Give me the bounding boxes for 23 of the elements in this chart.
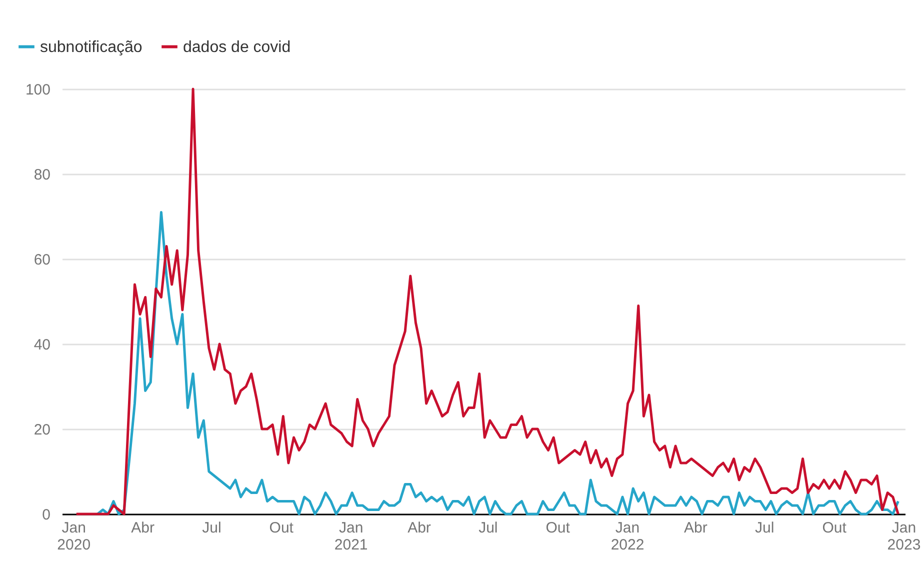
- x-tick-label: Jan 2023: [887, 520, 921, 554]
- y-tick-label: 0: [42, 506, 50, 524]
- x-tick-label: Jan 2021: [334, 520, 368, 554]
- y-tick-label: 60: [34, 252, 50, 268]
- x-tick-label: Abr: [131, 520, 154, 536]
- x-tick-label: Jul: [755, 520, 774, 536]
- x-tick-label: Jan 2020: [57, 520, 91, 554]
- y-tick-label: 20: [34, 422, 50, 438]
- y-tick-label: 80: [34, 166, 50, 184]
- x-tick-label: Out: [822, 520, 848, 536]
- x-tick-label: Abr: [408, 520, 431, 536]
- legend-label: subnotificação: [40, 38, 142, 56]
- x-tick-label: Jul: [478, 520, 498, 536]
- y-tick-label: 100: [25, 82, 50, 98]
- line-series: [96, 211, 900, 516]
- x-tick-label: Jul: [202, 520, 222, 536]
- legend-label: dados de covid: [183, 38, 291, 56]
- x-tick-label: Out: [546, 520, 571, 536]
- y-tick-label: 40: [34, 336, 50, 354]
- x-tick-label: Jan 2022: [610, 520, 644, 554]
- x-tick-label: Abr: [684, 520, 708, 536]
- x-tick-label: Out: [269, 520, 294, 536]
- line-series: [75, 88, 900, 516]
